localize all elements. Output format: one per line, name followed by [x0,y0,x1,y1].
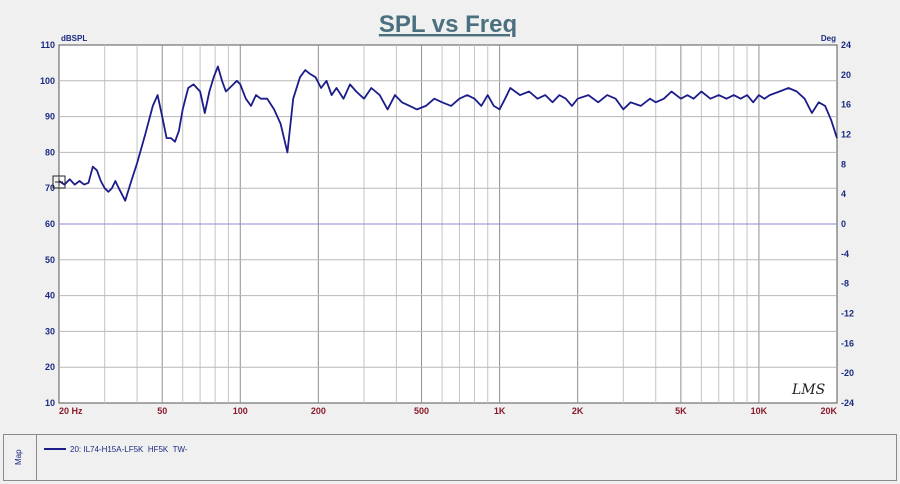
x-tick-label: 5K [675,406,687,416]
x-tick-label: 10K [751,406,768,416]
cursor-marker[interactable] [52,175,66,189]
y2-axis-unit-label: Deg [821,34,836,43]
y-tick-label: 90 [45,112,55,122]
y2-tick-label: 0 [841,219,846,229]
series [58,65,838,202]
x-tick-label: 2K [572,406,584,416]
y2-tick-label: -16 [841,338,854,348]
y2-tick-label: 16 [841,100,851,110]
x-tick-label: 20K [820,406,837,416]
y-tick-label: 30 [45,326,55,336]
y2-tick-label: 8 [841,159,846,169]
y-tick-label: 50 [45,255,55,265]
chart-title: SPL vs Freq [379,11,517,38]
legend-panel: Map 20: IL74-H15A-LF5K HF5K TW- [3,434,897,481]
axes: 102030405060708090100110-24-20-16-12-8-4… [40,40,854,416]
x-tick-label: 200 [311,406,326,416]
y2-tick-label: 4 [841,189,846,199]
y-tick-label: 70 [45,183,55,193]
y2-tick-label: -4 [841,249,849,259]
map-tab[interactable]: Map [4,435,37,480]
y2-tick-label: -12 [841,309,854,319]
x-tick-label: 500 [414,406,429,416]
y2-tick-label: -8 [841,279,849,289]
y2-tick-label: 12 [841,130,851,140]
spl-chart: SPL vs Freq 102030405060708090100110-24-… [40,11,854,416]
spl-series-line [58,65,838,202]
y-tick-label: 110 [40,40,55,50]
y-tick-label: 40 [45,291,55,301]
y2-tick-label: -20 [841,368,854,378]
legend-swatch [44,448,66,450]
y2-tick-label: 20 [841,70,851,80]
y-tick-label: 100 [40,76,55,86]
map-tab-label: Map [14,449,23,465]
y-tick-label: 60 [45,219,55,229]
x-tick-label: 1K [494,406,506,416]
x-tick-label: 20 Hz [59,406,83,416]
y2-tick-label: 24 [841,40,851,50]
x-tick-label: 50 [157,406,167,416]
x-tick-label: 100 [233,406,248,416]
y-tick-label: 20 [45,362,55,372]
y-axis-unit-label: dBSPL [61,34,87,43]
legend-entry[interactable]: 20: IL74-H15A-LF5K HF5K TW- [44,443,188,455]
legend-entry-label: 20: IL74-H15A-LF5K HF5K TW- [70,444,188,454]
y2-tick-label: -24 [841,398,854,408]
y-tick-label: 80 [45,147,55,157]
grid [59,45,837,403]
watermark-logo: LMS [791,382,825,398]
y-tick-label: 10 [45,398,55,408]
